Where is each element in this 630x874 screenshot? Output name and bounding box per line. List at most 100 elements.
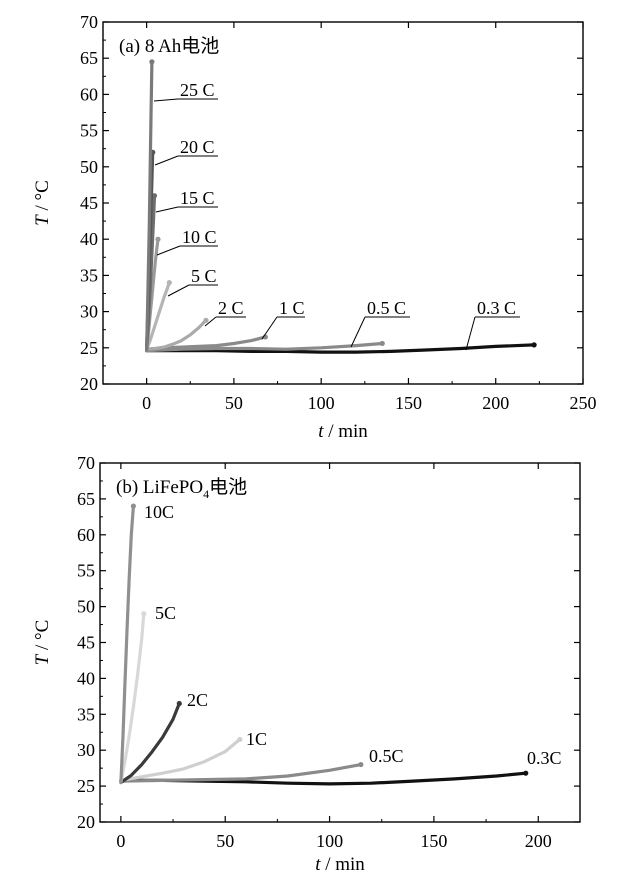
chart-panel-b: 20 25 30 35 40 45 50 55 60 65 70 0 50 100 150 200 t / mi… — [32, 453, 581, 874]
y-tick-label: 25 — [80, 338, 98, 358]
series-line — [119, 504, 135, 785]
series-label: 0.3 C — [477, 298, 516, 318]
x-tick-label: 0 — [116, 831, 125, 851]
panel-label: (b) — [116, 477, 143, 498]
series-label-leader — [154, 155, 179, 166]
series-line — [145, 281, 171, 351]
series-end-marker — [237, 736, 243, 743]
series-label: 25 C — [180, 80, 215, 100]
series-end-marker — [166, 280, 172, 286]
y-tick-label: 50 — [77, 597, 95, 617]
y-tick-label: 70 — [80, 12, 98, 32]
y-axis-title: T / °C — [32, 180, 53, 226]
x-tick-label: 150 — [395, 393, 422, 413]
chart-panel-a: 20 25 30 35 40 45 50 55 60 65 70 0 50 100 150 200 250 t /… — [32, 12, 597, 442]
series-line — [145, 341, 384, 353]
series-end-marker — [203, 317, 209, 323]
y-tick-label: 70 — [77, 453, 95, 473]
y-tick-label: 40 — [77, 668, 95, 688]
x-tick-label: 200 — [482, 393, 509, 413]
panel-title-main: LiFePO — [143, 477, 203, 498]
y-axis-title: T / °C — [32, 620, 53, 666]
plot-frame — [102, 21, 584, 385]
y-tick-label: 20 — [77, 812, 95, 832]
series-label-leader — [350, 316, 366, 348]
x-tick-label: 50 — [216, 831, 234, 851]
y-tick-label: 60 — [80, 84, 98, 104]
y-tick-label: 30 — [80, 302, 98, 322]
series-label-leader — [465, 316, 476, 351]
series-label-leader — [204, 316, 217, 327]
x-axis-unit: / min — [323, 421, 368, 442]
series-label-leader — [153, 98, 179, 102]
series-end-marker — [155, 236, 161, 242]
y-tick-label: 40 — [80, 229, 98, 249]
y-axis-unit: / °C — [32, 180, 53, 215]
y-tick-label: 65 — [77, 489, 95, 509]
series-label: 20 C — [180, 137, 215, 157]
panel-title-subscript: 4 — [203, 487, 209, 501]
y-tick-label: 65 — [80, 48, 98, 68]
series-end-marker — [151, 193, 158, 199]
panel-title-suffix: 电池 — [209, 476, 247, 498]
panel-title: (a) 8 Ah电池 — [119, 35, 219, 57]
y-tick-label: 45 — [80, 193, 98, 213]
series-label: 10C — [144, 502, 174, 522]
series-end-marker — [149, 59, 155, 65]
series-end-marker — [141, 611, 147, 617]
x-tick-label: 100 — [308, 393, 335, 413]
panel-title-text: 8 Ah电池 — [145, 35, 219, 57]
series-label: 1 C — [279, 298, 305, 318]
series-label: 5 C — [191, 266, 217, 286]
x-axis-variable: t — [315, 854, 321, 874]
x-axis-title: t / min — [318, 421, 368, 442]
x-axis-unit: / min — [320, 854, 365, 874]
y-tick-label: 55 — [77, 561, 95, 581]
x-tick-label: 250 — [570, 393, 597, 413]
y-tick-label: 55 — [80, 121, 98, 141]
y-axis-unit: / °C — [32, 620, 53, 655]
y-tick-label: 50 — [80, 157, 98, 177]
series-label: 1C — [246, 729, 267, 749]
panel-label: (a) — [119, 36, 145, 57]
series-line — [145, 318, 208, 351]
series-label: 0.5 C — [367, 298, 406, 318]
x-tick-label: 0 — [142, 393, 151, 413]
series-label-leader — [156, 245, 181, 256]
series-label-leader — [167, 284, 190, 297]
series-line — [119, 612, 146, 785]
series-label: 2 C — [218, 298, 244, 318]
y-tick-label: 35 — [80, 265, 98, 285]
y-tick-label: 20 — [80, 374, 98, 394]
series-label: 10 C — [182, 227, 217, 247]
y-tick-label: 35 — [77, 704, 95, 724]
panel-title: (b) LiFePO4电池 — [116, 476, 247, 501]
series-label: 2C — [187, 690, 208, 710]
series-line — [145, 60, 154, 351]
x-tick-label: 150 — [420, 831, 447, 851]
x-axis-title: t / min — [315, 854, 365, 874]
series-label-leader — [261, 316, 278, 340]
y-tick-label: 25 — [77, 776, 95, 796]
series-end-marker — [176, 700, 182, 707]
series-end-marker — [531, 342, 537, 348]
x-tick-label: 50 — [225, 393, 243, 413]
series-line — [119, 763, 363, 783]
series-line — [119, 701, 181, 785]
series-end-marker — [523, 770, 529, 776]
series-end-marker — [358, 761, 364, 768]
series-label: 15 C — [180, 188, 215, 208]
y-tick-label: 45 — [77, 633, 95, 653]
y-tick-label: 60 — [77, 525, 95, 545]
y-axis-variable: T — [32, 653, 53, 665]
series-label: 0.5C — [369, 746, 404, 766]
series-line — [119, 737, 242, 782]
series-label-leader — [155, 206, 179, 213]
series-label: 5C — [155, 603, 176, 623]
y-axis-variable: T — [32, 214, 53, 226]
x-tick-label: 100 — [316, 831, 343, 851]
x-axis-variable: t — [318, 421, 324, 442]
y-tick-label: 30 — [77, 740, 95, 760]
series-label: 0.3C — [527, 748, 562, 768]
